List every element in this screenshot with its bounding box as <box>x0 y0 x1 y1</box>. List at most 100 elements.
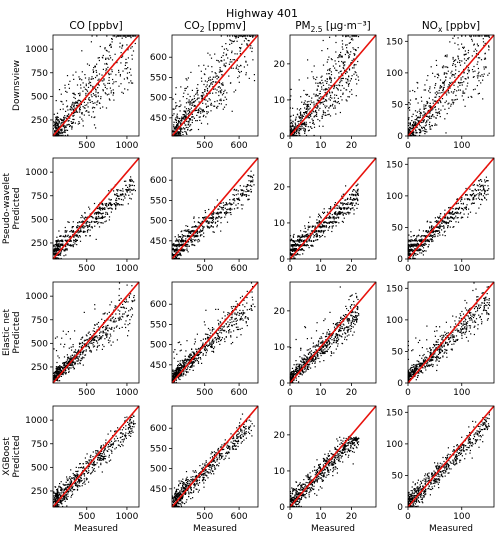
scatter-point <box>310 244 312 247</box>
scatter-point <box>123 78 125 80</box>
scatter-point <box>434 100 436 102</box>
scatter-point <box>451 216 453 219</box>
scatter-point <box>412 134 415 137</box>
scatter-point <box>93 94 95 96</box>
scatter-point <box>69 80 71 82</box>
scatter-point <box>342 213 344 215</box>
scatter-point <box>72 115 74 117</box>
scatter-point <box>351 59 353 62</box>
scatter-point <box>347 52 349 54</box>
scatter-point <box>357 47 359 49</box>
scatter-point <box>311 118 313 120</box>
scatter-point <box>301 234 303 236</box>
scatter-point <box>66 129 69 131</box>
scatter-point <box>196 226 198 228</box>
scatter-point <box>346 207 348 209</box>
scatter-point <box>207 100 209 102</box>
scatter-point <box>96 207 99 210</box>
scatter-point <box>70 106 72 108</box>
scatter-point <box>429 235 432 237</box>
scatter-point <box>328 107 330 109</box>
scatter-point <box>321 88 323 90</box>
scatter-point <box>250 45 252 47</box>
scatter-point <box>195 225 197 227</box>
scatter-point <box>178 243 180 245</box>
scatter-point <box>483 68 485 70</box>
scatter-point <box>127 67 129 69</box>
scatter-point <box>295 254 297 256</box>
scatter-point <box>290 249 292 251</box>
scatter-point <box>73 93 75 95</box>
scatter-point <box>290 131 292 133</box>
scatter-point <box>316 88 318 90</box>
scatter-point <box>298 245 300 247</box>
scatter-point <box>197 94 199 96</box>
scatter-point <box>175 128 177 130</box>
scatter-point <box>348 42 350 44</box>
scatter-point <box>87 226 89 228</box>
scatter-point <box>317 95 319 97</box>
scatter-point <box>203 232 205 234</box>
scatter-point <box>443 226 445 228</box>
scatter-point <box>201 224 203 227</box>
scatter-point <box>101 203 104 205</box>
scatter-point <box>298 79 300 81</box>
scatter-point <box>341 40 343 42</box>
scatter-point <box>56 241 58 243</box>
scatter-point <box>250 188 252 190</box>
x-tick-label: 0 <box>287 141 293 151</box>
scatter-point <box>222 84 224 86</box>
scatter-point <box>196 109 198 111</box>
scatter-point <box>458 207 460 209</box>
scatter-point <box>435 59 437 62</box>
scatter-point <box>308 238 310 240</box>
scatter-point <box>225 214 227 216</box>
scatter-point <box>345 78 347 80</box>
scatter-point <box>189 119 191 121</box>
scatter-point <box>220 217 222 219</box>
scatter-point <box>127 89 129 91</box>
scatter-point <box>333 216 335 218</box>
scatter-point <box>237 77 239 79</box>
scatter-point <box>214 222 216 224</box>
scatter-point <box>328 73 330 75</box>
scatter-point <box>455 208 457 210</box>
scatter-point <box>206 84 208 86</box>
scatter-point <box>292 114 294 116</box>
scatter-point <box>415 98 417 100</box>
scatter-point <box>298 123 300 125</box>
scatter-point <box>296 240 298 242</box>
scatter-point <box>333 100 335 103</box>
scatter-point <box>58 131 60 133</box>
scatter-point <box>324 80 326 82</box>
scatter-point <box>180 129 182 131</box>
scatter-point <box>198 238 200 241</box>
scatter-point <box>173 244 175 246</box>
scatter-point <box>58 89 61 91</box>
scatter-point <box>340 212 343 214</box>
scatter-point <box>346 203 348 205</box>
scatter-point <box>347 85 350 87</box>
scatter-point <box>65 254 67 256</box>
scatter-point <box>412 254 415 256</box>
scatter-point <box>122 92 124 94</box>
scatter-point <box>340 56 342 58</box>
scatter-point <box>212 220 214 222</box>
scatter-point <box>79 92 81 94</box>
scatter-point <box>65 126 67 128</box>
scatter-point <box>180 231 182 233</box>
scatter-point <box>197 97 199 99</box>
scatter-point <box>482 195 484 197</box>
scatter-point <box>178 246 180 248</box>
scatter-point <box>430 66 432 68</box>
scatter-point <box>61 239 63 241</box>
x-tick-label: 500 <box>78 264 95 274</box>
scatter-point <box>233 91 235 93</box>
scatter-point <box>79 94 81 96</box>
scatter-point <box>188 123 190 125</box>
scatter-point <box>330 207 332 209</box>
scatter-point <box>347 202 349 204</box>
scatter-point <box>303 102 305 104</box>
scatter-point <box>426 239 428 241</box>
scatter-point <box>334 217 336 219</box>
